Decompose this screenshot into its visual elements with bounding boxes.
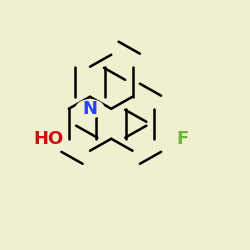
Text: N: N bbox=[82, 100, 98, 118]
Text: HO: HO bbox=[34, 130, 64, 148]
Ellipse shape bbox=[168, 130, 196, 148]
Text: F: F bbox=[176, 130, 189, 148]
Ellipse shape bbox=[35, 130, 63, 148]
Ellipse shape bbox=[76, 100, 104, 118]
